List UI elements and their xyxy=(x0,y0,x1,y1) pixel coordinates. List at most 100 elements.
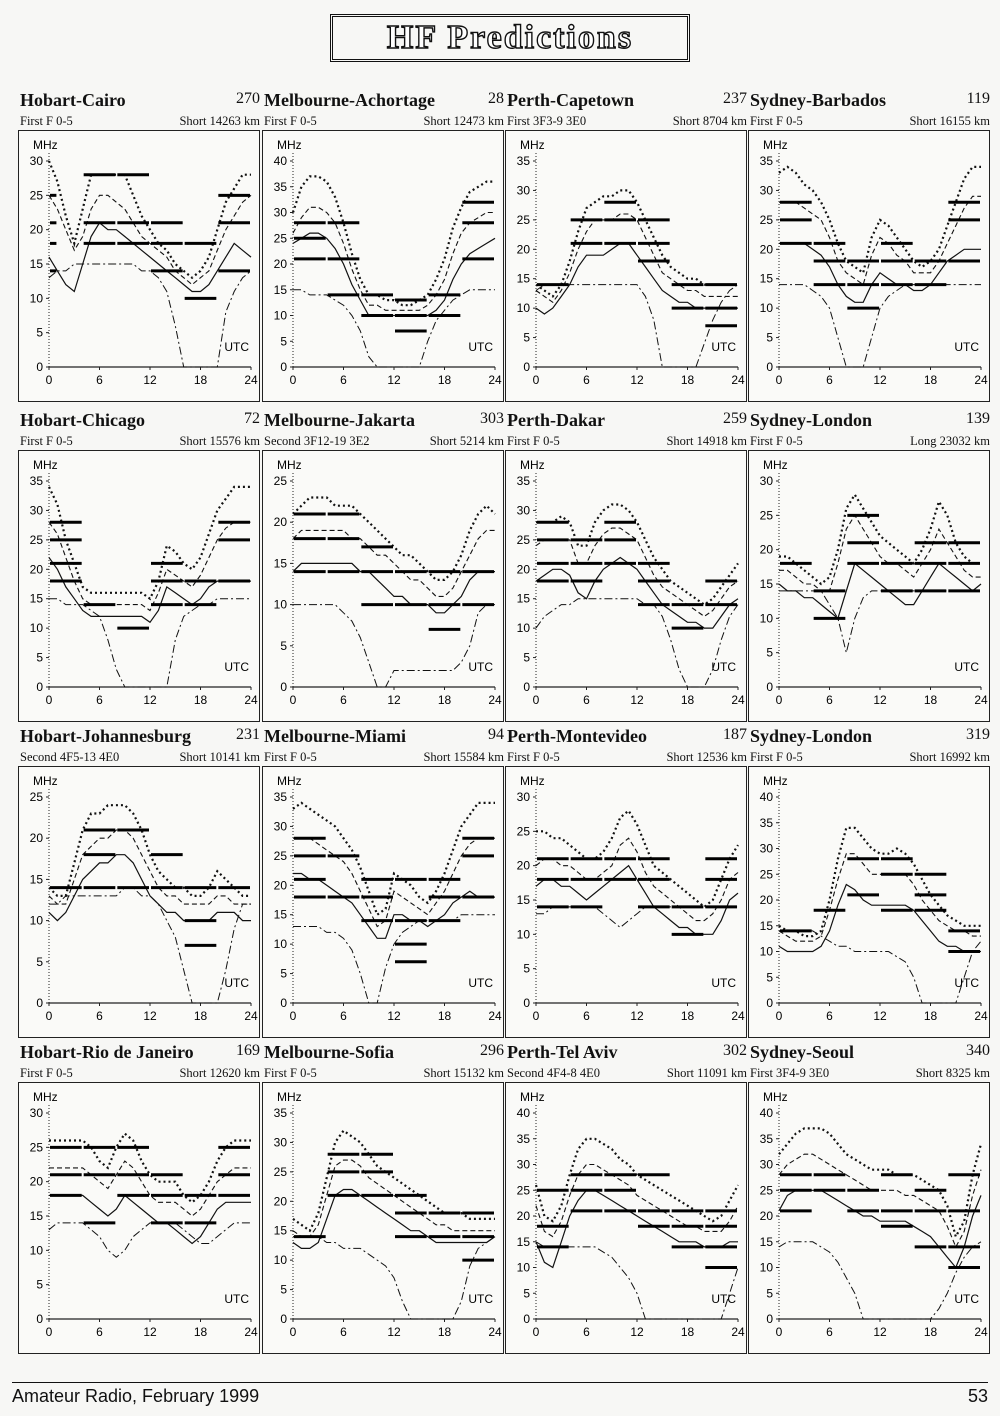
x-tick-label: 24 xyxy=(244,693,258,707)
y-tick-label: 20 xyxy=(760,543,774,557)
y-tick-label: 0 xyxy=(766,1312,773,1326)
y-tick-label: 0 xyxy=(766,360,773,374)
y-tick-label: 10 xyxy=(517,927,531,941)
x-tick-label: 6 xyxy=(96,1009,103,1023)
series-optimum-line xyxy=(535,837,739,922)
y-tick-label: 35 xyxy=(274,180,288,194)
y-tick-label: 5 xyxy=(36,955,43,969)
y-tick-label: 25 xyxy=(517,1183,531,1197)
x-tick-label: 6 xyxy=(96,693,103,707)
chart-svg: MHz 0 5 10 15 20 25 30 0 6 12 18 24 UTC xyxy=(30,1090,258,1339)
y-tick-label: 0 xyxy=(523,996,530,1010)
x-tick-label: 24 xyxy=(974,373,988,387)
chart-number: 94 xyxy=(488,726,504,743)
x-tick-label: 12 xyxy=(387,693,401,707)
x-tick-label: 6 xyxy=(96,1325,103,1339)
chart-number: 259 xyxy=(723,410,747,427)
chart-title: Hobart-Cairo xyxy=(20,90,126,110)
x-tick-label: 0 xyxy=(776,1325,783,1339)
y-tick-label: 15 xyxy=(760,272,774,286)
chart-svg: MHz 0 5 10 15 20 25 30 35 0 6 12 18 24 UTC xyxy=(760,138,988,387)
x-tick-label: 0 xyxy=(533,693,540,707)
chart-frame: MHz 0 5 10 15 20 25 30 35 0 6 12 18 24 UTC xyxy=(505,450,747,722)
x-tick-label: 12 xyxy=(387,373,401,387)
y-tick-label: 40 xyxy=(760,790,774,804)
y-tick-label: 15 xyxy=(760,919,774,933)
prediction-panel: Melbourne-Jakarta 303 Second 3F12-19 3E2 Sh… xyxy=(262,410,510,730)
series-upper-line xyxy=(291,175,495,307)
y-tick-label: 20 xyxy=(274,515,288,529)
y-tick-label: 15 xyxy=(517,592,531,606)
y-tick-label: 25 xyxy=(274,1165,288,1179)
chart-frame: MHz 0 5 10 15 20 25 30 0 6 12 18 24 UTC xyxy=(18,130,260,402)
chart-distance: Short 16155 km xyxy=(909,114,990,128)
y-tick-label: 35 xyxy=(30,474,44,488)
x-tick-label: 0 xyxy=(290,373,297,387)
x-tick-label: 24 xyxy=(731,1325,745,1339)
y-tick-label: 10 xyxy=(760,945,774,959)
chart-frame: MHz 0 5 10 15 20 25 30 35 0 6 12 18 24 UTC xyxy=(262,1082,504,1354)
y-tick-label: 15 xyxy=(30,257,44,271)
x-tick-label: 18 xyxy=(194,1009,208,1023)
unit-label: MHz xyxy=(33,458,58,472)
chart-svg: MHz 0 5 10 15 20 25 30 35 40 0 6 12 18 24 UTC xyxy=(274,138,502,387)
chart-subtitle: First F 0-5 xyxy=(264,1066,317,1080)
chart-number: 119 xyxy=(966,90,990,107)
y-tick-label: 20 xyxy=(30,562,44,576)
utc-label: UTC xyxy=(468,660,493,674)
chart-svg: MHz 0 5 10 15 20 25 30 35 0 6 12 18 24 UTC xyxy=(274,774,502,1023)
x-tick-label: 18 xyxy=(681,693,695,707)
chart-title: Perth-Montevideo xyxy=(507,726,647,746)
chart-subtitle: First F 0-5 xyxy=(20,114,73,128)
page-banner: HF Predictions xyxy=(330,14,690,62)
chart-distance: Short 10141 km xyxy=(179,750,260,764)
x-tick-label: 6 xyxy=(826,1325,833,1339)
series-upper-line xyxy=(535,189,738,298)
chart-frame: MHz 0 5 10 15 20 25 0 6 12 18 24 UTC xyxy=(262,450,504,722)
x-tick-label: 0 xyxy=(290,693,297,707)
x-tick-label: 0 xyxy=(290,1325,297,1339)
x-tick-label: 12 xyxy=(630,693,644,707)
y-tick-label: 5 xyxy=(766,970,773,984)
series-median-line xyxy=(292,1188,496,1249)
y-tick-label: 30 xyxy=(760,183,774,197)
chart-frame: MHz 0 5 10 15 20 25 30 35 40 0 6 12 18 24 UTC xyxy=(262,130,504,402)
series-upper-line xyxy=(292,496,496,581)
chart-subtitle: First F 0-5 xyxy=(750,750,803,764)
y-tick-label: 0 xyxy=(36,360,43,374)
y-tick-label: 10 xyxy=(30,1243,44,1257)
y-tick-label: 10 xyxy=(274,309,288,323)
x-tick-label: 24 xyxy=(488,1009,502,1023)
chart-title: Perth-Dakar xyxy=(507,410,605,430)
chart-title: Melbourne-Sofia xyxy=(264,1042,394,1062)
y-tick-label: 20 xyxy=(517,242,531,256)
series-lower-line xyxy=(535,598,739,688)
y-tick-label: 5 xyxy=(766,1286,773,1300)
series-upper-line xyxy=(49,1131,251,1204)
y-tick-label: 15 xyxy=(274,908,288,922)
chart-svg: MHz 0 5 10 15 20 25 0 6 12 18 24 UTC xyxy=(274,458,502,707)
chart-svg: MHz 0 5 10 15 20 25 30 35 0 6 12 18 24 UTC xyxy=(517,458,745,707)
series-upper-line xyxy=(778,1127,983,1240)
chart-frame: MHz 0 5 10 15 20 25 0 6 12 18 24 UTC xyxy=(18,766,260,1038)
x-tick-label: 18 xyxy=(194,373,208,387)
utc-label: UTC xyxy=(711,976,736,990)
y-tick-label: 10 xyxy=(274,598,288,612)
y-tick-label: 25 xyxy=(274,474,288,488)
utc-label: UTC xyxy=(224,1292,249,1306)
chart-title: Perth-Tel Aviv xyxy=(507,1042,618,1062)
y-tick-label: 35 xyxy=(517,154,531,168)
chart-svg: MHz 0 5 10 15 20 25 30 35 40 0 6 12 18 24 UTC xyxy=(760,774,988,1023)
series-median-line xyxy=(535,864,739,935)
chart-subtitle: Second 4F4-8 4E0 xyxy=(507,1066,601,1080)
chart-frame: MHz 0 5 10 15 20 25 30 35 40 0 6 12 18 24 UTC xyxy=(505,1082,747,1354)
x-tick-label: 12 xyxy=(630,1009,644,1023)
series-median-line xyxy=(49,1194,251,1245)
chart-distance: Short 11091 km xyxy=(666,1066,747,1080)
chart-number: 28 xyxy=(488,90,504,107)
x-tick-label: 24 xyxy=(488,1325,502,1339)
unit-label: MHz xyxy=(520,774,545,788)
x-tick-label: 18 xyxy=(924,1325,938,1339)
x-tick-label: 0 xyxy=(46,1325,53,1339)
x-tick-label: 24 xyxy=(488,373,502,387)
